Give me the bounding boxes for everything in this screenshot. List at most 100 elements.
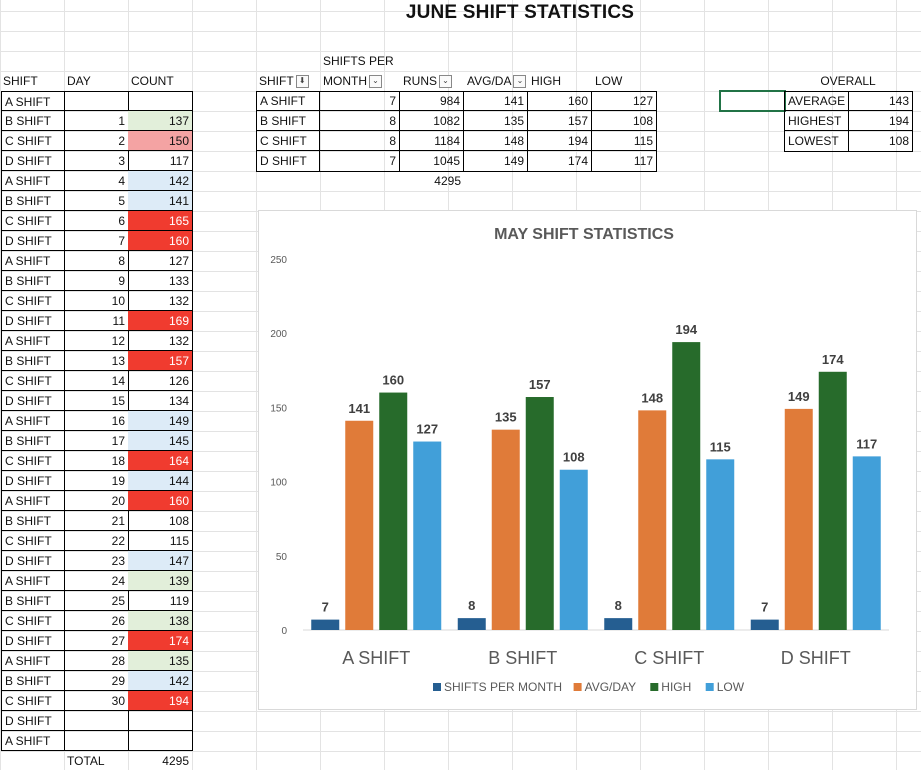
shift-cell[interactable]: C SHIFT xyxy=(1,611,65,631)
summary-header-month[interactable]: MONTH ⌄ xyxy=(320,71,400,91)
day-cell[interactable]: 30 xyxy=(64,691,129,711)
shift-cell[interactable]: D SHIFT xyxy=(1,551,65,571)
summary-shift-cell[interactable]: D SHIFT xyxy=(257,151,320,171)
filter-dropdown-icon[interactable]: ⌄ xyxy=(513,75,527,89)
shift-statistics-chart[interactable]: MAY SHIFT STATISTICS 0 50 100 150 200 250 7 141 1… xyxy=(258,210,917,710)
shift-cell[interactable]: A SHIFT xyxy=(1,651,65,671)
day-cell[interactable]: 17 xyxy=(64,431,129,451)
day-cell[interactable]: 4 xyxy=(64,171,129,191)
shift-cell[interactable]: A SHIFT xyxy=(1,171,65,191)
count-cell[interactable]: 135 xyxy=(128,651,193,671)
day-cell[interactable]: 21 xyxy=(64,511,129,531)
count-cell[interactable]: 145 xyxy=(128,431,193,451)
runs-total[interactable]: 4295 xyxy=(434,174,461,188)
shift-cell[interactable]: A SHIFT xyxy=(1,731,65,751)
count-cell[interactable]: 127 xyxy=(128,251,193,271)
shift-cell[interactable]: A SHIFT xyxy=(1,331,65,351)
shift-cell[interactable]: B SHIFT xyxy=(1,431,65,451)
summary-header-high[interactable]: HIGH xyxy=(531,74,561,88)
day-cell[interactable] xyxy=(64,711,129,731)
summary-high-cell[interactable]: 174 xyxy=(528,151,592,171)
count-cell[interactable] xyxy=(128,711,193,731)
day-cell[interactable]: 29 xyxy=(64,671,129,691)
shift-cell[interactable]: D SHIFT xyxy=(1,391,65,411)
summary-month-cell[interactable]: 8 xyxy=(320,111,400,131)
day-cell[interactable]: 1 xyxy=(64,111,129,131)
count-cell[interactable]: 139 xyxy=(128,571,193,591)
header-day[interactable]: DAY xyxy=(67,74,91,88)
shift-cell[interactable]: C SHIFT xyxy=(1,371,65,391)
count-cell[interactable]: 132 xyxy=(128,291,193,311)
filter-dropdown-icon[interactable]: ⌄ xyxy=(369,75,382,89)
summary-low-cell[interactable]: 115 xyxy=(592,131,656,151)
summary-header-avg[interactable]: AVG/DA ⌄ xyxy=(464,71,528,91)
day-cell[interactable]: 9 xyxy=(64,271,129,291)
shift-cell[interactable]: A SHIFT xyxy=(1,91,65,111)
overall-label-cell[interactable]: LOWEST xyxy=(785,131,849,151)
count-cell[interactable]: 141 xyxy=(128,191,193,211)
summary-month-cell[interactable]: 7 xyxy=(320,151,400,171)
count-cell[interactable]: 160 xyxy=(128,491,193,511)
summary-shift-cell[interactable]: A SHIFT xyxy=(257,91,320,111)
day-cell[interactable]: 10 xyxy=(64,291,129,311)
count-cell[interactable]: 174 xyxy=(128,631,193,651)
shift-cell[interactable]: C SHIFT xyxy=(1,531,65,551)
shift-cell[interactable]: B SHIFT xyxy=(1,111,65,131)
header-shifts-per[interactable]: SHIFTS PER xyxy=(323,54,394,68)
total-value[interactable]: 4295 xyxy=(162,754,189,768)
shift-cell[interactable]: C SHIFT xyxy=(1,451,65,471)
shift-cell[interactable]: D SHIFT xyxy=(1,711,65,731)
count-cell[interactable]: 138 xyxy=(128,611,193,631)
count-cell[interactable]: 150 xyxy=(128,131,193,151)
count-cell[interactable]: 108 xyxy=(128,511,193,531)
summary-avg-cell[interactable]: 149 xyxy=(464,151,528,171)
count-cell[interactable]: 144 xyxy=(128,471,193,491)
overall-label-cell[interactable]: AVERAGE xyxy=(785,91,849,111)
day-cell[interactable]: 13 xyxy=(64,351,129,371)
shift-cell[interactable]: A SHIFT xyxy=(1,491,65,511)
header-shift[interactable]: SHIFT xyxy=(3,74,38,88)
day-cell[interactable]: 3 xyxy=(64,151,129,171)
count-cell[interactable] xyxy=(128,731,193,751)
shift-cell[interactable]: D SHIFT xyxy=(1,471,65,491)
summary-runs-cell[interactable]: 1082 xyxy=(400,111,464,131)
day-cell[interactable]: 26 xyxy=(64,611,129,631)
count-cell[interactable]: 160 xyxy=(128,231,193,251)
summary-shift-cell[interactable]: C SHIFT xyxy=(257,131,320,151)
summary-avg-cell[interactable]: 141 xyxy=(464,91,528,111)
day-cell[interactable]: 12 xyxy=(64,331,129,351)
day-cell[interactable]: 5 xyxy=(64,191,129,211)
shift-cell[interactable]: A SHIFT xyxy=(1,571,65,591)
day-cell[interactable]: 6 xyxy=(64,211,129,231)
count-cell[interactable]: 133 xyxy=(128,271,193,291)
count-cell[interactable]: 137 xyxy=(128,111,193,131)
summary-runs-cell[interactable]: 1184 xyxy=(400,131,464,151)
shift-cell[interactable]: D SHIFT xyxy=(1,231,65,251)
summary-low-cell[interactable]: 117 xyxy=(633,154,653,168)
summary-runs-cell[interactable]: 984 xyxy=(400,91,464,111)
shift-cell[interactable]: C SHIFT xyxy=(1,291,65,311)
count-cell[interactable]: 117 xyxy=(128,151,193,171)
summary-high-cell[interactable]: 194 xyxy=(528,131,592,151)
day-cell[interactable]: 25 xyxy=(64,591,129,611)
day-cell[interactable]: 28 xyxy=(64,651,129,671)
count-cell[interactable]: 165 xyxy=(128,211,193,231)
day-cell[interactable]: 15 xyxy=(64,391,129,411)
summary-low-cell[interactable]: 127 xyxy=(592,91,656,111)
day-cell[interactable]: 16 xyxy=(64,411,129,431)
shift-cell[interactable]: D SHIFT xyxy=(1,151,65,171)
day-cell[interactable]: 27 xyxy=(64,631,129,651)
count-cell[interactable]: 132 xyxy=(128,331,193,351)
shift-cell[interactable]: C SHIFT xyxy=(1,691,65,711)
day-cell[interactable]: 14 xyxy=(64,371,129,391)
day-cell[interactable]: 23 xyxy=(64,551,129,571)
summary-header-low[interactable]: LOW xyxy=(595,74,623,88)
count-cell[interactable]: 126 xyxy=(128,371,193,391)
day-cell[interactable]: 22 xyxy=(64,531,129,551)
shift-cell[interactable]: C SHIFT xyxy=(1,211,65,231)
overall-header[interactable]: OVERALL xyxy=(820,74,876,88)
shift-cell[interactable]: B SHIFT xyxy=(1,351,65,371)
shift-cell[interactable]: B SHIFT xyxy=(1,671,65,691)
count-cell[interactable]: 119 xyxy=(128,591,193,611)
day-cell[interactable]: 18 xyxy=(64,451,129,471)
